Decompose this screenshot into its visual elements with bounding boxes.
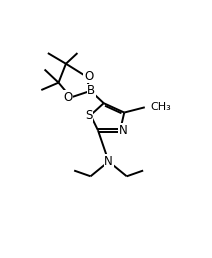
Text: S: S [85,109,92,122]
Text: O: O [84,70,93,83]
Text: CH₃: CH₃ [151,102,171,112]
Text: N: N [119,124,128,137]
Text: N: N [104,155,113,168]
Text: B: B [87,84,95,97]
Text: O: O [63,91,73,104]
